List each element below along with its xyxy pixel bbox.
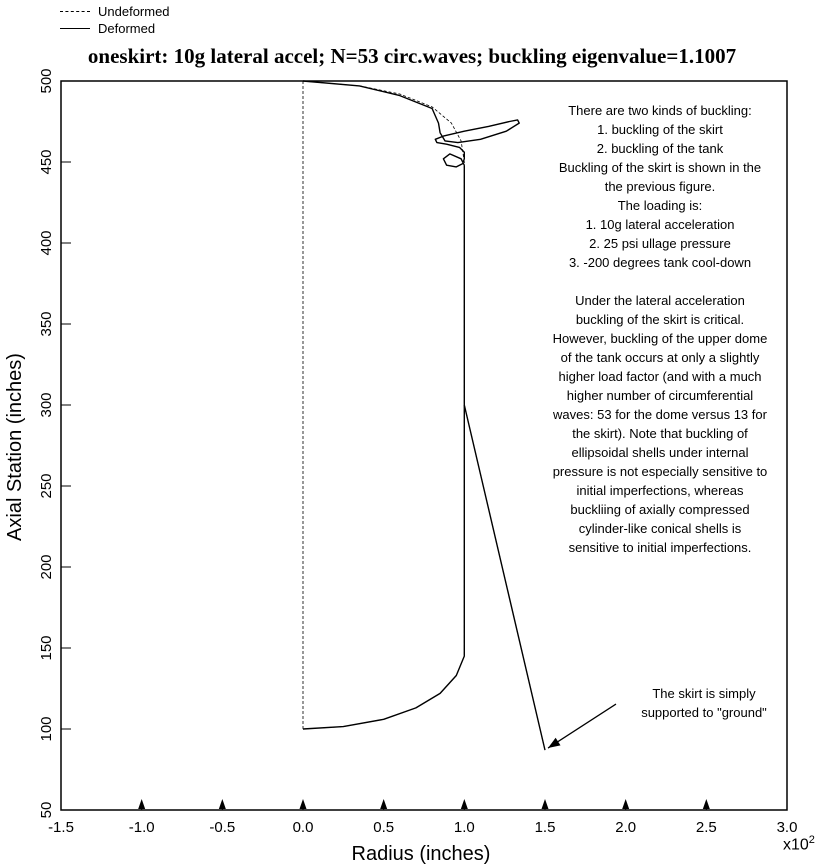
x-tick-label: 2.5 bbox=[696, 819, 717, 836]
series-group bbox=[302, 80, 546, 751]
legend: Undeformed Deformed bbox=[60, 2, 220, 36]
y-tick-label: 500 bbox=[38, 68, 55, 93]
undeformed-segment bbox=[302, 80, 465, 163]
x-multiplier-base: x10 bbox=[783, 836, 809, 854]
note-line: of the tank occurs at only a slightly bbox=[560, 350, 760, 365]
support-markers bbox=[138, 799, 710, 809]
series-undeformed bbox=[302, 80, 546, 751]
y-tick-label: 300 bbox=[38, 392, 55, 417]
callout-arrow-line bbox=[547, 703, 617, 749]
axis-ticks: -1.5 -1.0 -0.5 0.0 0.5 1.0 1.5 2.0 2.5 3.0 50 100 15… bbox=[38, 68, 797, 836]
x-tick-label: 0.5 bbox=[373, 819, 394, 836]
y-tick-label: 150 bbox=[38, 635, 55, 660]
x-multiplier-exponent: 2 bbox=[808, 834, 815, 846]
callout-arrowhead bbox=[548, 737, 561, 749]
y-tick-label: 400 bbox=[38, 230, 55, 255]
plot-area bbox=[60, 80, 788, 811]
callout-arrow bbox=[547, 703, 617, 749]
y-tick-label: 450 bbox=[38, 149, 55, 174]
note-line: 2. 25 psi ullage pressure bbox=[589, 236, 731, 251]
plot-frame bbox=[60, 80, 788, 811]
note-line: buckling of the skirt is critical. bbox=[575, 312, 745, 327]
note-line: There are two kinds of buckling: bbox=[568, 103, 752, 118]
deformed-segment bbox=[302, 648, 465, 730]
support-marker bbox=[218, 799, 226, 809]
note-line: initial imperfections, whereas bbox=[576, 483, 744, 498]
x-tick-label: 1.0 bbox=[454, 819, 475, 836]
note-line: 3. -200 degrees tank cool-down bbox=[568, 255, 752, 270]
x-tick-label: -1.0 bbox=[129, 819, 155, 836]
callout-line: The skirt is simply bbox=[652, 686, 756, 701]
annotation-callout: The skirt is simply supported to "ground" bbox=[604, 684, 804, 722]
support-marker bbox=[622, 799, 630, 809]
note-line: the previous figure. bbox=[604, 179, 716, 194]
x-tick-label: 3.0 bbox=[777, 819, 798, 836]
support-marker bbox=[460, 799, 468, 809]
series-deformed bbox=[302, 80, 546, 751]
note-line: sensitive to initial imperfections. bbox=[568, 540, 752, 555]
y-tick-label: 250 bbox=[38, 473, 55, 498]
deformed-segment bbox=[302, 80, 520, 168]
callout-line: supported to "ground" bbox=[641, 705, 767, 720]
support-marker bbox=[138, 799, 146, 809]
x-tick-label: 1.5 bbox=[535, 819, 556, 836]
note-line: waves: 53 for the dome versus 13 for bbox=[553, 407, 767, 422]
legend-item-undeformed: Undeformed bbox=[60, 3, 170, 19]
undeformed-segment bbox=[302, 648, 465, 730]
y-tick-label: 100 bbox=[38, 716, 55, 741]
x-axis-multiplier: x102 bbox=[783, 834, 815, 854]
support-marker bbox=[702, 799, 710, 809]
x-tick-label: -0.5 bbox=[209, 819, 235, 836]
note-line: the skirt). Note that buckling of bbox=[572, 426, 748, 441]
support-marker bbox=[299, 799, 307, 809]
solid-line-swatch bbox=[60, 27, 90, 29]
dashed-line-swatch bbox=[60, 10, 90, 12]
support-marker bbox=[541, 799, 549, 809]
y-axis-label: Axial Station (inches) bbox=[4, 353, 26, 541]
x-tick-label: -1.5 bbox=[48, 819, 74, 836]
legend-label-deformed: Deformed bbox=[98, 20, 156, 36]
note-line bbox=[532, 272, 788, 291]
note-line: Buckling of the skirt is shown in the bbox=[558, 160, 762, 175]
note-line: The loading is: bbox=[617, 198, 703, 213]
support-marker bbox=[380, 799, 388, 809]
deformed-segment bbox=[463, 404, 546, 751]
x-tick-label: 0.0 bbox=[293, 819, 314, 836]
y-tick-label: 50 bbox=[38, 802, 55, 819]
note-line: cylinder-like conical shells is bbox=[578, 521, 742, 536]
note-line: However, buckling of the upper dome bbox=[552, 331, 768, 346]
note-line: 2. buckling of the tank bbox=[596, 141, 724, 156]
x-tick-label: 2.0 bbox=[615, 819, 636, 836]
note-line: Under the lateral acceleration bbox=[575, 293, 745, 308]
legend-label-undeformed: Undeformed bbox=[98, 3, 170, 19]
note-line: buckliing of axially compressed bbox=[570, 502, 750, 517]
annotation-note: There are two kinds of buckling: 1. buckl… bbox=[532, 101, 788, 557]
legend-item-deformed: Deformed bbox=[60, 20, 155, 36]
note-line: pressure is not especially sensitive to bbox=[552, 464, 768, 479]
note-line: 1. buckling of the skirt bbox=[597, 122, 723, 137]
y-tick-label: 200 bbox=[38, 554, 55, 579]
note-line: 1. 10g lateral acceleration bbox=[585, 217, 735, 232]
y-tick-label: 350 bbox=[38, 311, 55, 336]
chart-title: oneskirt: 10g lateral accel; N=53 circ.w… bbox=[87, 44, 737, 68]
x-axis-label: Radius (inches) bbox=[352, 843, 491, 865]
note-line: higher load factor (and with a much bbox=[558, 369, 762, 384]
note-line: higher number of circumferential bbox=[566, 388, 754, 403]
note-line: ellipsoidal shells under internal bbox=[571, 445, 749, 460]
